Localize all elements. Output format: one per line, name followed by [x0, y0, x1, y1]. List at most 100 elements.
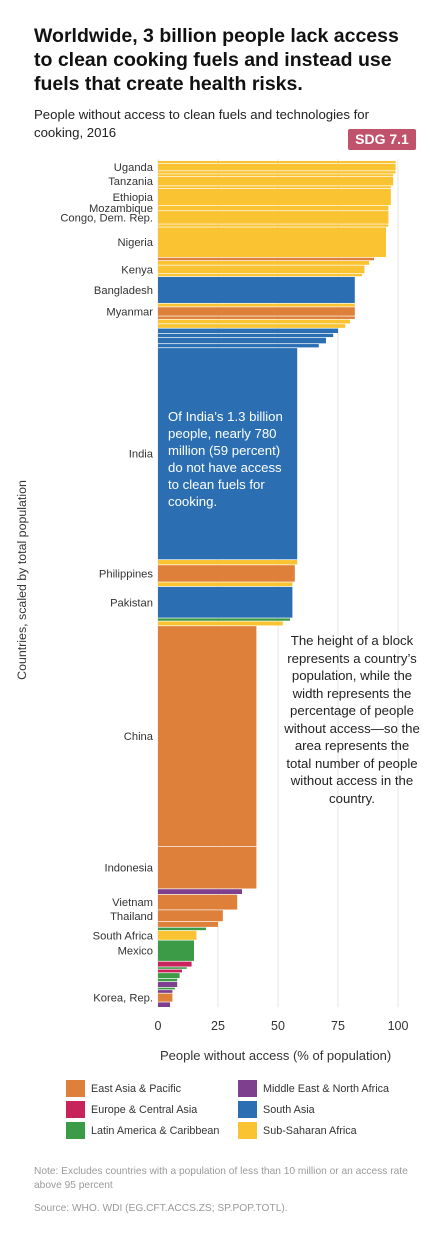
legend-item-middle-east-north-africa: Middle East & North Africa: [238, 1080, 389, 1097]
country-label: Nigeria: [118, 237, 154, 249]
bar: [158, 188, 391, 206]
bar: [158, 846, 257, 889]
bar: [158, 990, 173, 993]
bar: [158, 993, 173, 1002]
legend-item-latin-america-caribbean: Latin America & Caribbean: [66, 1122, 219, 1139]
sdg-badge: SDG 7.1: [348, 129, 416, 150]
bar: [158, 626, 257, 847]
bar: [158, 316, 355, 319]
bar: [158, 171, 396, 174]
bar: [158, 224, 389, 227]
bar: [158, 186, 391, 189]
country-label: South Africa: [93, 930, 154, 942]
legend-swatch: [238, 1101, 257, 1118]
legend-swatch: [66, 1122, 85, 1139]
bar: [158, 274, 362, 277]
legend-swatch: [66, 1101, 85, 1118]
bar: [158, 921, 218, 927]
country-label: Ethiopia: [113, 192, 154, 204]
country-label: Pakistan: [110, 597, 153, 609]
country-label: Thailand: [110, 911, 153, 923]
bar: [158, 967, 187, 969]
block-explanation-annotation: The height of a block represents a count…: [284, 633, 420, 806]
bar: [158, 973, 180, 979]
bar: [158, 344, 319, 348]
bar: [158, 163, 396, 171]
bar: [158, 894, 238, 910]
india-annotation: Of India’s 1.3 billion people, nearly 78…: [168, 409, 283, 509]
bar: [158, 161, 396, 164]
chart-title: Worldwide, 3 billion people lack access …: [34, 25, 399, 95]
legend-swatch: [238, 1080, 257, 1097]
bar: [158, 987, 175, 990]
legend-label: South Asia: [263, 1103, 315, 1116]
country-label: Congo, Dem. Rep.: [60, 212, 153, 224]
bar: [158, 307, 355, 316]
bar: [158, 560, 298, 565]
bar: [158, 565, 295, 582]
legend-label: Europe & Central Asia: [91, 1103, 198, 1116]
bar: [158, 265, 365, 274]
x-tick-label: 100: [388, 1019, 409, 1033]
legend-item-east-asia-pacific: East Asia & Pacific: [66, 1080, 181, 1097]
legend-swatch: [66, 1080, 85, 1097]
chart-subtitle: People without access to clean fuels and…: [34, 107, 370, 140]
x-tick-label: 25: [211, 1019, 225, 1033]
bar: [158, 324, 346, 328]
country-label: Indonesia: [104, 863, 153, 875]
bar: [158, 319, 350, 324]
bar: [158, 621, 283, 626]
legend-label: East Asia & Pacific: [91, 1082, 182, 1095]
country-label: Mexico: [118, 946, 153, 958]
country-label: Korea, Rep.: [93, 993, 153, 1005]
legend-item-sub-saharan-africa: Sub-Saharan Africa: [238, 1122, 357, 1139]
x-tick-label: 75: [331, 1019, 345, 1033]
bar: [158, 889, 242, 895]
country-label: Mozambique: [89, 203, 153, 215]
bar: [158, 582, 293, 587]
bar: [158, 1002, 170, 1007]
legend-label: Latin America & Caribbean: [91, 1124, 220, 1137]
bar: [158, 276, 355, 303]
country-label: India: [129, 449, 154, 461]
bar: [158, 586, 293, 618]
legend-item-europe-central-asia: Europe & Central Asia: [66, 1101, 197, 1118]
country-label: Kenya: [121, 264, 153, 276]
x-tick-label: 0: [155, 1019, 162, 1033]
bar: [158, 927, 206, 931]
legend-swatch: [238, 1122, 257, 1139]
bar: [158, 982, 178, 987]
bar: [158, 930, 197, 940]
country-label: Tanzania: [108, 176, 154, 188]
bar: [158, 328, 338, 334]
bar: [158, 205, 389, 211]
bar: [158, 961, 192, 967]
x-tick-label: 50: [271, 1019, 285, 1033]
footnote: Note: Excludes countries with a populati…: [34, 1166, 408, 1191]
legend-label: Sub-Saharan Africa: [263, 1124, 357, 1137]
bar: [158, 618, 290, 621]
bar: [158, 337, 326, 344]
bar: [158, 303, 355, 307]
country-label: Myanmar: [106, 306, 153, 318]
bar: [158, 978, 178, 982]
legend-item-south-asia: South Asia: [238, 1101, 315, 1118]
bar: [158, 940, 194, 961]
bar: [158, 969, 182, 973]
country-label: Philippines: [99, 568, 154, 580]
y-axis-label: Countries, scaled by total population: [15, 480, 29, 680]
source-note: Source: WHO. WDI (EG.CFT.ACCS.ZS; SP.POP…: [34, 1203, 288, 1214]
country-label: Bangladesh: [94, 285, 153, 297]
x-axis-label: People without access (% of population): [160, 1048, 392, 1063]
bar: [158, 174, 394, 177]
bar: [158, 257, 374, 261]
bar: [158, 227, 386, 258]
bar: [158, 211, 389, 224]
bar: [158, 260, 370, 265]
bar: [158, 348, 298, 560]
bar: [158, 910, 223, 922]
legend: East Asia & Pacific Middle East & North …: [66, 1080, 416, 1152]
country-label: Vietnam: [112, 897, 153, 909]
country-label: China: [124, 731, 154, 743]
